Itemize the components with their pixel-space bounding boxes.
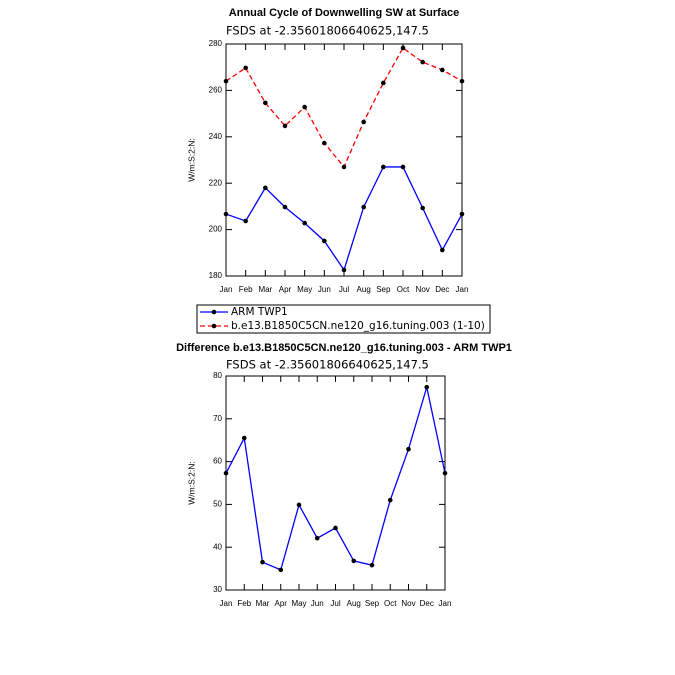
data-point — [302, 220, 307, 226]
x-tick-label: Jan — [220, 599, 233, 608]
data-point — [223, 211, 229, 217]
data-point — [400, 45, 406, 51]
y-tick-label: 220 — [209, 178, 223, 187]
data-point — [361, 204, 366, 210]
data-point — [381, 80, 386, 86]
data-point — [296, 502, 302, 508]
data-point — [387, 497, 393, 503]
x-tick-label: May — [297, 285, 312, 294]
data-point — [459, 211, 465, 217]
x-tick-label: Aug — [357, 285, 371, 294]
data-point — [302, 104, 307, 110]
data-point — [341, 267, 347, 273]
data-point — [381, 164, 386, 170]
x-tick-label: Apr — [279, 285, 292, 294]
x-tick-label: Aug — [347, 599, 361, 608]
y-tick-label: 260 — [209, 86, 223, 95]
chart-title: Annual Cycle of Downwelling SW at Surfac… — [229, 7, 459, 19]
x-tick-label: Feb — [237, 599, 251, 608]
data-point — [440, 247, 445, 253]
x-tick-label: Jan — [456, 285, 469, 294]
chart-subtitle: FSDS at -2.35601806640625,147.5 — [226, 24, 429, 38]
y-tick-label: 240 — [209, 132, 223, 141]
data-point — [282, 123, 288, 129]
legend-marker — [211, 309, 217, 315]
data-point — [420, 59, 425, 65]
x-tick-label: Sep — [365, 599, 380, 608]
y-tick-label: 180 — [209, 271, 223, 280]
x-tick-label: Dec — [420, 599, 434, 608]
y-tick-label: 30 — [213, 585, 222, 594]
y-tick-label: 60 — [213, 457, 222, 466]
x-tick-label: Mar — [256, 599, 270, 608]
y-tick-label: 80 — [213, 371, 222, 380]
x-tick-label: Jul — [330, 599, 340, 608]
data-point — [406, 446, 411, 452]
data-point — [322, 140, 327, 146]
data-point — [459, 78, 465, 84]
series-line — [225, 386, 446, 571]
data-point — [314, 535, 320, 541]
legend-label: b.e13.B1850C5CN.ne120_g16.tuning.003 (1-… — [231, 320, 485, 332]
data-point — [243, 218, 248, 224]
legend-label: ARM TWP1 — [231, 306, 288, 318]
y-axis-label: W/m:S:2:N: — [186, 461, 196, 504]
y-tick-label: 280 — [209, 39, 223, 48]
data-point — [369, 562, 375, 568]
data-point — [282, 204, 288, 210]
data-point — [420, 205, 425, 211]
data-point — [424, 384, 430, 390]
series-line — [225, 46, 463, 169]
x-tick-label: Mar — [258, 285, 272, 294]
data-point — [223, 78, 229, 84]
y-tick-label: 200 — [209, 225, 223, 234]
data-point — [442, 470, 448, 476]
data-point — [263, 185, 268, 191]
data-point — [400, 164, 406, 170]
x-tick-label: Nov — [401, 599, 415, 608]
x-tick-label: Dec — [435, 285, 449, 294]
x-tick-label: Jun — [318, 285, 331, 294]
y-tick-label: 70 — [213, 414, 222, 423]
x-tick-label: Jan — [220, 285, 233, 294]
x-tick-label: Apr — [275, 599, 288, 608]
data-point — [223, 470, 229, 476]
y-tick-label: 50 — [213, 500, 222, 509]
legend-marker — [211, 323, 217, 329]
plot-frame — [225, 43, 463, 277]
y-tick-label: 40 — [213, 542, 222, 551]
x-tick-label: Jun — [311, 599, 324, 608]
x-tick-label: Sep — [376, 285, 391, 294]
chart-subtitle: FSDS at -2.35601806640625,147.5 — [226, 358, 429, 372]
x-tick-label: Jul — [339, 285, 349, 294]
y-axis-label: W/m:S:2:N: — [186, 138, 196, 181]
series-line — [225, 166, 463, 272]
x-tick-label: May — [291, 599, 306, 608]
x-tick-label: Oct — [397, 285, 410, 294]
x-tick-label: Oct — [384, 599, 397, 608]
data-point — [351, 558, 357, 564]
legend-box — [196, 304, 491, 334]
data-point — [361, 119, 366, 125]
x-tick-label: Nov — [416, 285, 430, 294]
data-point — [260, 559, 265, 565]
data-point — [440, 67, 445, 73]
plot-frame — [225, 375, 446, 591]
data-point — [322, 238, 327, 244]
data-point — [341, 164, 347, 170]
data-point — [241, 435, 247, 441]
x-tick-label: Feb — [239, 285, 253, 294]
data-point — [243, 65, 248, 71]
chart-title: Difference b.e13.B1850C5CN.ne120_g16.tun… — [176, 342, 512, 354]
data-point — [263, 100, 268, 106]
x-tick-label: Jan — [439, 599, 452, 608]
data-point — [333, 525, 338, 531]
data-point — [278, 567, 284, 573]
